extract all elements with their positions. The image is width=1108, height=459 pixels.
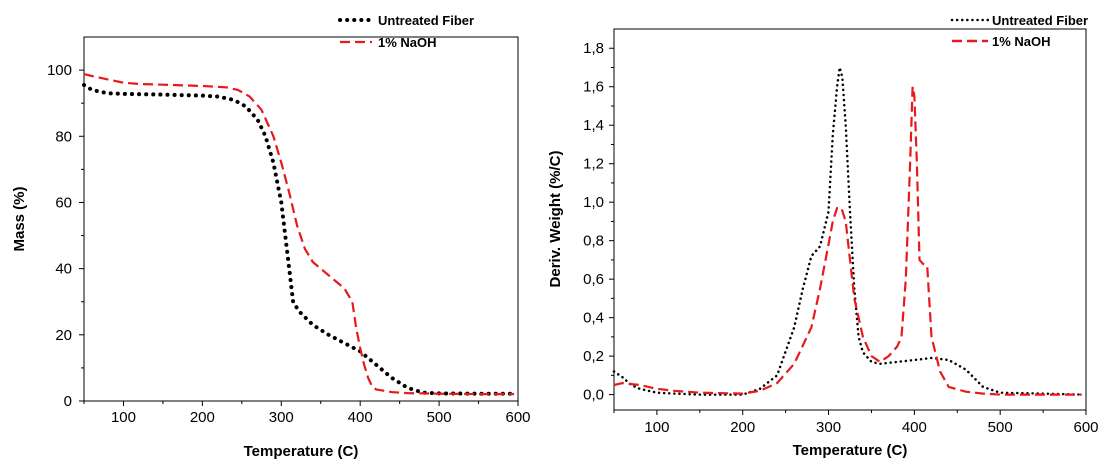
mass-x-tick-label-300: 300 [269,409,294,426]
deriv-y-tick-labels: 0,0 0,2 0,4 0,6 0,8 1,0 1,2 1,4 1,6 1,8 [583,40,604,403]
mass-series-untreated-fiber-line [82,83,517,396]
deriv-x-axis-label: Temperature (C) [793,442,908,459]
mass-x-tick-label-500: 500 [427,409,452,426]
deriv-legend: Untreated Fiber 1% NaOH [950,13,1088,49]
mass-y-tick-label-5: 100 [47,62,72,79]
mass-y-tick-label-2: 40 [55,261,72,278]
mass-y-tick-labels: 0 20 40 60 80 100 [47,62,72,410]
mass-x-tick-label-400: 400 [348,409,373,426]
mass-y-axis-label: Mass (%) [11,186,28,251]
deriv-y-axis-label: Deriv. Weight (%/C) [547,151,564,288]
deriv-x-tick-label-500: 500 [988,419,1013,436]
mass-series-naoh-line [83,73,515,396]
mass-legend-label-naoh: 1% NaOH [378,35,437,50]
deriv-legend-label-naoh: 1% NaOH [992,34,1051,49]
deriv-y-tick-label-8: 1,6 [583,79,604,96]
deriv-x-tick-label-300: 300 [816,419,841,436]
deriv-x-tick-label-400: 400 [902,419,927,436]
deriv-y-tick-label-2: 0,4 [583,310,604,327]
mass-legend: Untreated Fiber 1% NaOH [338,13,474,50]
deriv-x-tick-label-600: 600 [1073,419,1098,436]
deriv-y-tick-label-6: 1,2 [583,156,604,173]
deriv-series-untreated-fiber-line [612,66,1083,396]
mass-plot-frame [83,36,519,402]
deriv-legend-label-untreated: Untreated Fiber [992,13,1088,28]
mass-tick-marks [79,69,519,406]
mass-legend-label-untreated: Untreated Fiber [378,13,474,28]
deriv-weight-chart: 100 200 300 400 500 600 0,0 0,2 0,4 0,6 0,8 1,0 1,2… [547,13,1099,459]
mass-x-tick-label-600: 600 [505,409,530,426]
deriv-x-tick-label-200: 200 [730,419,755,436]
mass-x-tick-label-100: 100 [111,409,136,426]
mass-chart: 100 200 300 400 500 600 0 20 40 60 80 100 Temperat… [11,13,531,459]
mass-series-lines [82,73,517,396]
mass-x-tick-label-200: 200 [190,409,215,426]
mass-x-tick-labels: 100 200 300 400 500 600 [111,409,531,426]
deriv-y-tick-label-1: 0,2 [583,348,604,365]
deriv-x-tick-label-100: 100 [644,419,669,436]
mass-y-tick-label-1: 20 [55,327,72,344]
mass-y-tick-label-3: 60 [55,194,72,211]
deriv-y-tick-label-5: 1,0 [583,194,604,211]
deriv-y-tick-label-9: 1,8 [583,40,604,57]
mass-y-tick-label-4: 80 [55,128,72,145]
deriv-x-tick-labels: 100 200 300 400 500 600 [644,419,1098,436]
deriv-y-tick-label-4: 0,8 [583,233,604,250]
mass-x-axis-label: Temperature (C) [244,443,359,459]
deriv-y-tick-label-0: 0,0 [583,387,604,404]
deriv-plot-frame [613,28,1087,411]
deriv-y-tick-label-3: 0,6 [583,271,604,288]
deriv-y-tick-label-7: 1,4 [583,117,604,134]
deriv-tick-marks [609,47,1087,415]
deriv-series-lines [612,66,1083,396]
deriv-series-naoh-line [613,85,1082,396]
mass-y-tick-label-0: 0 [64,393,72,410]
